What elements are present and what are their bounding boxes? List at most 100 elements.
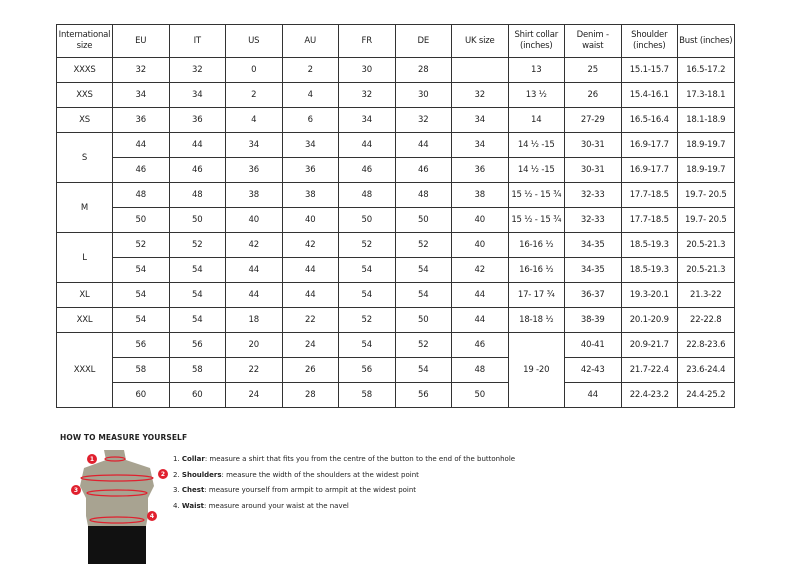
- table-cell: 21.3-22: [677, 282, 735, 308]
- table-cell: 34: [225, 132, 283, 158]
- table-cell: 14 ½ -15: [507, 132, 565, 158]
- table-cell: 58: [112, 357, 170, 383]
- table-cell: 19 -20: [507, 332, 565, 408]
- table-cell: 50: [394, 207, 452, 233]
- table-cell: 36: [451, 157, 509, 183]
- table-cell: 18.9-19.7: [677, 157, 735, 183]
- table-cell: 44: [451, 282, 509, 308]
- table-cell: 56: [168, 332, 226, 358]
- marker-3: 3: [74, 487, 78, 494]
- table-cell: 16.5-17.2: [677, 57, 735, 83]
- size-label-cell: XL: [56, 282, 113, 308]
- table-cell: 24: [281, 332, 339, 358]
- table-cell: 56: [338, 357, 396, 383]
- table-cell: 36: [225, 157, 283, 183]
- column-header: UK size: [451, 24, 509, 58]
- table-cell: 46: [394, 157, 452, 183]
- column-header: Shoulder (inches): [620, 24, 678, 58]
- column-header: EU: [112, 24, 170, 58]
- table-row: L 52 52 42 42 52 52 40 16-16 ½ 34-35 18.5-19.3 20.5…: [56, 232, 735, 283]
- table-cell: 40: [451, 232, 509, 258]
- table-cell: 30: [338, 57, 396, 83]
- table-cell: 54: [338, 282, 396, 308]
- table-cell: 16-16 ½: [507, 232, 565, 258]
- table-cell: 16.9-17.7: [620, 132, 678, 158]
- table-cell: 32: [394, 107, 452, 133]
- table-cell: 17.7-18.5: [620, 207, 678, 233]
- table-cell: 52: [338, 232, 396, 258]
- table-cell: 48: [394, 182, 452, 208]
- table-cell: 42: [451, 257, 509, 283]
- table-cell: 50: [112, 207, 170, 233]
- table-row: XXXS 32 32 0 2 30 28 13 25 15.1-15.7 16.5-17.2: [56, 57, 735, 83]
- table-cell: 44: [394, 132, 452, 158]
- table-cell: 22-22.8: [677, 307, 735, 333]
- table-cell: 4: [225, 107, 283, 133]
- table-cell: 30-31: [564, 157, 622, 183]
- column-header: IT: [168, 24, 226, 58]
- table-row: 54 54 44 44 54 54 42 16-16 ½ 34-35 18.5-19.3 20.5-…: [57, 257, 735, 283]
- table-cell: 32: [168, 57, 226, 83]
- size-label-cell: S: [56, 132, 113, 183]
- table-cell: 32: [451, 82, 509, 108]
- table-cell: 44: [225, 282, 283, 308]
- table-cell: 44: [281, 257, 339, 283]
- table-cell: 23.6-24.4: [677, 357, 735, 383]
- step-shoulders: 2. Shoulders: measure the width of the s…: [173, 470, 419, 479]
- table-cell: 38: [451, 182, 509, 208]
- table-row: XXL 54 54 18 22 52 50 44 18-18 ½ 38-39 20.1-20.9 22…: [56, 307, 735, 333]
- table-cell: 46: [112, 157, 170, 183]
- table-cell: 22.8-23.6: [677, 332, 735, 358]
- table-cell: 32-33: [564, 207, 622, 233]
- table-cell: 19.3-20.1: [620, 282, 678, 308]
- table-cell: 17- 17 ¾: [507, 282, 565, 308]
- column-header: US: [225, 24, 283, 58]
- table-cell: 54: [338, 257, 396, 283]
- table-cell: 54: [112, 282, 170, 308]
- table-cell: 48: [112, 182, 170, 208]
- table-cell: 20.9-21.7: [620, 332, 678, 358]
- body-measure-figure: 1 2 3 4: [71, 450, 168, 564]
- table-cell: 19.7- 20.5: [677, 207, 735, 233]
- table-row: S 44 44 34 34 44 44 34 14 ½ -15 30-31 16.9-17.7 18.…: [56, 132, 735, 183]
- table-cell: 50: [394, 307, 452, 333]
- table-cell: 30-31: [564, 132, 622, 158]
- column-header: DE: [394, 24, 452, 58]
- table-cell: 44: [564, 382, 622, 408]
- table-cell: 21.7-22.4: [620, 357, 678, 383]
- table-cell: 32: [338, 82, 396, 108]
- marker-icons: 1 2 3 4: [71, 454, 168, 521]
- table-cell: 19.7- 20.5: [677, 182, 735, 208]
- table-row: 46 46 36 36 46 46 36 14 ½ -15 30-31 16.9-17.7 18.9…: [57, 157, 735, 183]
- table-cell: 54: [168, 257, 226, 283]
- table-cell: 54: [394, 282, 452, 308]
- table-cell: 16.5-16.4: [620, 107, 678, 133]
- table-cell: 34-35: [564, 232, 622, 258]
- table-cell: 4: [281, 82, 339, 108]
- table-cell: 54: [394, 257, 452, 283]
- table-cell: 38: [225, 182, 283, 208]
- table-cell: 13: [507, 57, 565, 83]
- table-cell: 34: [451, 107, 509, 133]
- table-cell: 17.7-18.5: [620, 182, 678, 208]
- table-cell: 36-37: [564, 282, 622, 308]
- table-cell: 44: [281, 282, 339, 308]
- table-cell: 56: [112, 332, 170, 358]
- table-cell: 40: [451, 207, 509, 233]
- table-cell: 20.5-21.3: [677, 232, 735, 258]
- table-cell: 15.1-15.7: [620, 57, 678, 83]
- table-cell: 38-39: [564, 307, 622, 333]
- size-label-cell: XXS: [56, 82, 113, 108]
- table-cell: 15 ½ - 15 ¾: [507, 182, 565, 208]
- table-cell: 44: [225, 257, 283, 283]
- table-cell: 15 ½ - 15 ¾: [507, 207, 565, 233]
- marker-4: 4: [150, 513, 154, 520]
- table-cell: 34: [281, 132, 339, 158]
- table-cell: 44: [168, 132, 226, 158]
- table-row: M 48 48 38 38 48 48 38 15 ½ - 15 ¾ 32-33 17.7-18.5…: [56, 182, 735, 233]
- table-cell: 52: [112, 232, 170, 258]
- column-header: Bust (inches): [677, 24, 735, 58]
- size-chart-table: International size EU IT US AU FR DE UK size Shi…: [56, 24, 735, 408]
- table-cell: 26: [281, 357, 339, 383]
- table-cell: 27-29: [564, 107, 622, 133]
